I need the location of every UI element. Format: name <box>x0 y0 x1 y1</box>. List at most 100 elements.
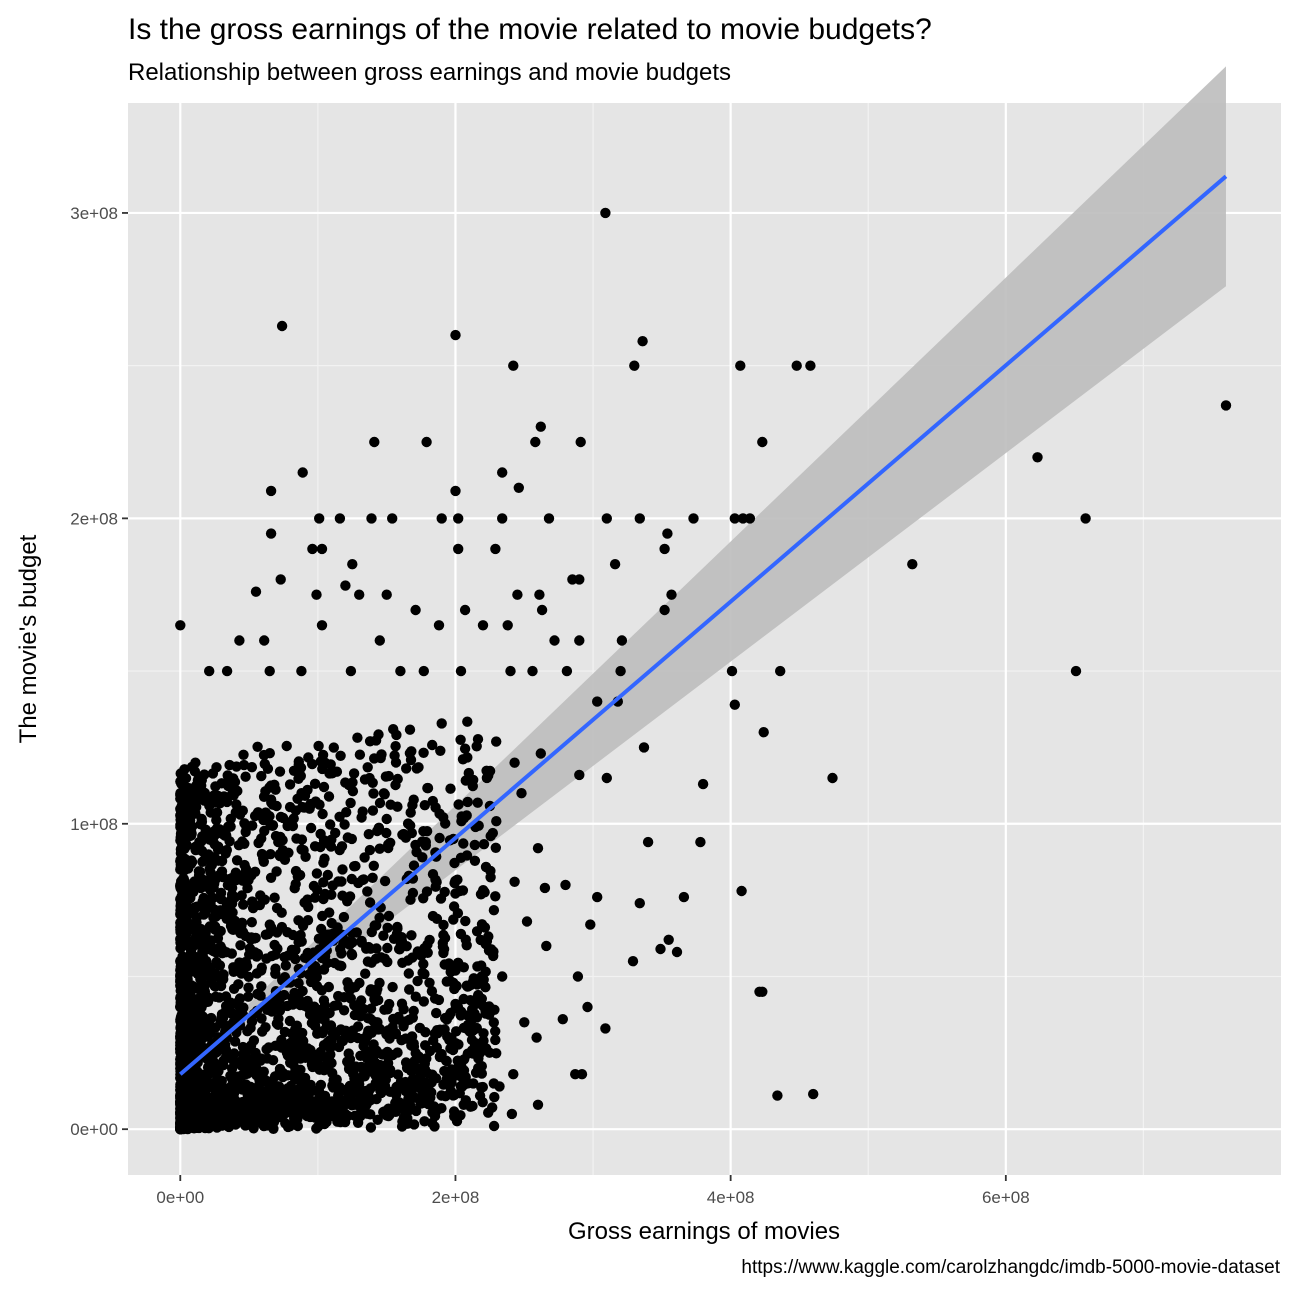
data-point <box>392 801 403 812</box>
data-point <box>420 1040 431 1051</box>
data-point <box>412 975 423 987</box>
data-point <box>671 946 683 958</box>
data-point <box>467 780 478 792</box>
data-point <box>325 841 337 852</box>
data-point <box>217 1119 228 1131</box>
data-point <box>328 742 339 753</box>
data-point <box>729 513 740 524</box>
x-tick-label: 4e+08 <box>707 1188 755 1207</box>
data-point <box>476 1061 487 1072</box>
data-point <box>469 855 481 866</box>
data-point <box>313 933 325 944</box>
data-point <box>250 1056 262 1068</box>
data-point <box>381 1110 392 1121</box>
data-point <box>238 899 249 910</box>
data-point <box>236 1060 247 1071</box>
data-point <box>230 867 241 878</box>
chart-subtitle: Relationship between gross earnings and … <box>128 59 732 86</box>
data-point <box>311 589 322 600</box>
data-point <box>534 589 545 600</box>
data-point <box>316 985 327 996</box>
data-point <box>1032 452 1043 463</box>
data-point <box>240 771 251 782</box>
data-point <box>362 886 373 897</box>
data-point <box>340 580 351 591</box>
data-point <box>634 513 645 524</box>
data-point <box>200 824 211 835</box>
data-point <box>659 604 670 616</box>
data-point <box>226 889 238 900</box>
data-point <box>363 941 374 953</box>
data-point <box>512 589 523 600</box>
data-point <box>215 887 227 899</box>
data-point <box>415 948 426 959</box>
data-point <box>531 1032 542 1043</box>
data-point <box>437 941 449 952</box>
data-point <box>299 1091 311 1102</box>
data-point <box>266 950 277 962</box>
data-point <box>316 923 327 935</box>
data-point <box>827 772 838 784</box>
data-point <box>263 1042 274 1053</box>
data-point <box>216 1009 228 1020</box>
data-point <box>225 813 236 824</box>
data-point <box>179 764 190 775</box>
data-point <box>312 1049 323 1060</box>
data-point <box>397 957 408 968</box>
data-point <box>175 620 186 631</box>
data-point <box>282 1000 293 1012</box>
data-point <box>453 513 464 524</box>
data-point <box>362 1013 374 1024</box>
data-point <box>329 1000 340 1011</box>
data-point <box>274 766 286 777</box>
data-point <box>343 982 354 994</box>
data-point <box>349 1073 360 1084</box>
data-point <box>485 872 496 883</box>
data-point <box>267 1055 279 1066</box>
data-point <box>197 856 208 867</box>
data-point <box>175 961 186 972</box>
data-point <box>329 957 340 969</box>
data-point <box>211 815 222 826</box>
data-point <box>516 788 527 799</box>
data-point <box>356 995 367 1006</box>
data-point <box>418 996 429 1007</box>
data-point <box>726 665 738 677</box>
data-point <box>435 893 447 904</box>
data-point <box>1220 400 1232 411</box>
data-point <box>236 920 247 931</box>
data-point <box>420 836 431 848</box>
data-point <box>177 1112 188 1123</box>
data-point <box>264 1097 275 1109</box>
data-point <box>431 913 443 924</box>
data-point <box>211 762 222 773</box>
data-point <box>476 1082 487 1093</box>
data-point <box>325 819 336 830</box>
data-point <box>366 513 377 524</box>
data-point <box>313 1096 325 1107</box>
data-point <box>488 1078 499 1089</box>
data-point <box>175 790 186 801</box>
data-point <box>390 1028 401 1040</box>
data-point <box>185 948 197 959</box>
data-point <box>237 805 248 816</box>
data-point <box>543 513 555 524</box>
data-point <box>367 872 378 883</box>
data-point <box>373 994 384 1006</box>
data-point <box>226 948 237 959</box>
data-point <box>418 826 429 837</box>
data-point <box>519 1017 530 1028</box>
data-point <box>396 998 408 1009</box>
data-point <box>358 1040 369 1052</box>
data-point <box>374 843 385 854</box>
data-point <box>349 1009 360 1021</box>
data-point <box>253 837 264 849</box>
data-point <box>462 796 473 808</box>
data-point <box>419 1116 430 1127</box>
data-point <box>295 929 306 941</box>
data-point <box>242 1026 253 1037</box>
data-point <box>277 1067 289 1079</box>
data-point <box>316 1061 327 1073</box>
data-point <box>445 966 456 978</box>
data-point <box>380 771 392 782</box>
